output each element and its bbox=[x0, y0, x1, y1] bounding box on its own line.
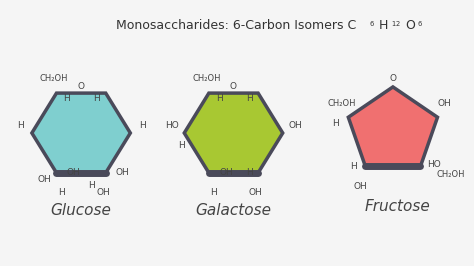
Text: H: H bbox=[246, 168, 253, 177]
Text: OH: OH bbox=[219, 168, 233, 177]
Text: H: H bbox=[139, 120, 146, 130]
Text: CH₂OH: CH₂OH bbox=[192, 74, 221, 84]
Text: Galactose: Galactose bbox=[195, 203, 272, 218]
Text: O: O bbox=[78, 82, 84, 91]
Text: CH₂OH: CH₂OH bbox=[327, 99, 356, 108]
Text: OH: OH bbox=[438, 99, 451, 108]
Text: O: O bbox=[406, 19, 415, 32]
Text: Fructose: Fructose bbox=[365, 199, 430, 214]
Text: OH: OH bbox=[115, 168, 129, 177]
Text: Glucose: Glucose bbox=[51, 203, 111, 218]
Text: H: H bbox=[379, 19, 388, 32]
Polygon shape bbox=[348, 87, 438, 166]
Text: CH₂OH: CH₂OH bbox=[437, 170, 465, 179]
Text: H: H bbox=[179, 141, 185, 150]
Text: OH: OH bbox=[67, 168, 81, 177]
Text: OH: OH bbox=[354, 182, 367, 191]
Text: H: H bbox=[246, 94, 253, 103]
Text: Monosaccharides: 6-Carbon Isomers C: Monosaccharides: 6-Carbon Isomers C bbox=[116, 19, 356, 32]
Text: O: O bbox=[230, 82, 237, 91]
Text: H: H bbox=[350, 162, 357, 171]
Text: HO: HO bbox=[428, 160, 441, 169]
Polygon shape bbox=[32, 93, 130, 173]
Text: H: H bbox=[93, 94, 100, 103]
Text: OH: OH bbox=[249, 188, 263, 197]
Text: HO: HO bbox=[165, 120, 179, 130]
Text: $_{12}$: $_{12}$ bbox=[391, 19, 401, 29]
Text: H: H bbox=[88, 181, 95, 190]
Text: H: H bbox=[210, 188, 217, 197]
Text: H: H bbox=[332, 119, 339, 128]
Text: H: H bbox=[58, 188, 64, 197]
Text: OH: OH bbox=[97, 188, 110, 197]
Text: OH: OH bbox=[37, 175, 51, 184]
Text: H: H bbox=[64, 94, 70, 103]
Text: CH₂OH: CH₂OH bbox=[40, 74, 68, 84]
Text: O: O bbox=[390, 74, 396, 84]
Polygon shape bbox=[184, 93, 283, 173]
Text: $_6$: $_6$ bbox=[417, 19, 423, 29]
Text: $_6$: $_6$ bbox=[369, 19, 375, 29]
Text: H: H bbox=[216, 94, 223, 103]
Text: H: H bbox=[17, 120, 23, 130]
Text: OH: OH bbox=[288, 120, 302, 130]
